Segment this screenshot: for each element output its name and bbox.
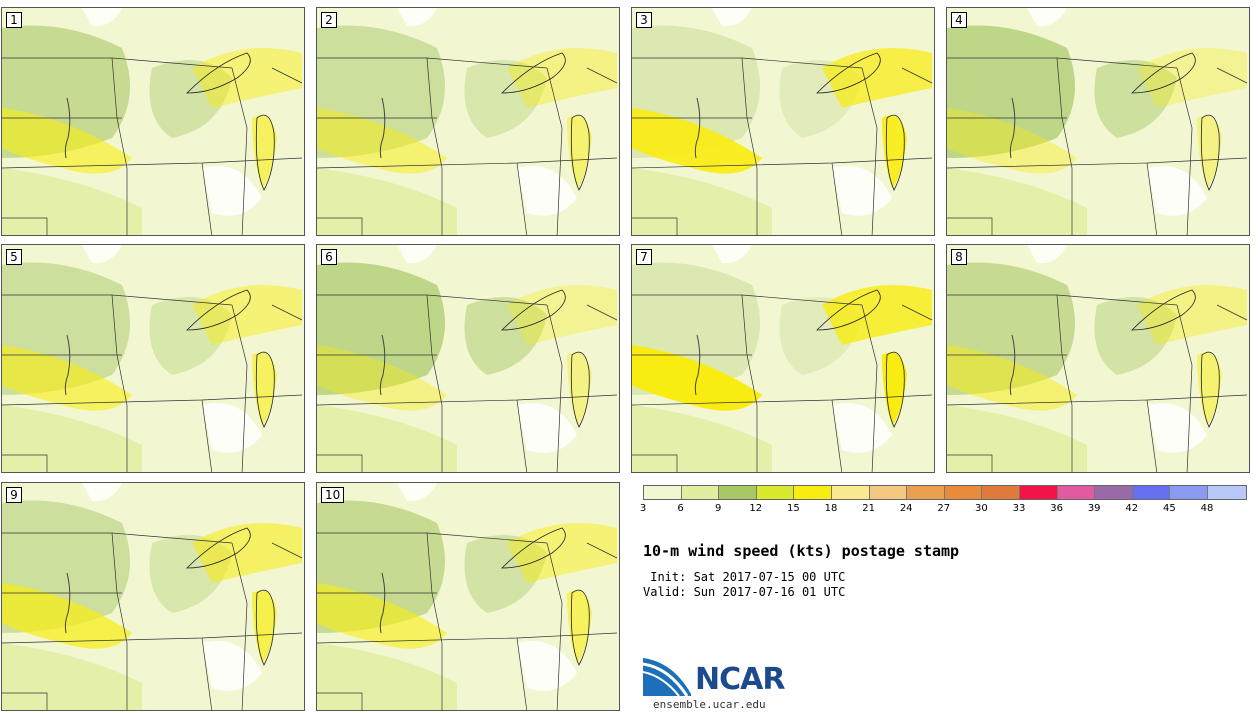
init-time: Init: Sat 2017-07-15 00 UTC (643, 570, 846, 584)
ncar-swoosh-icon (642, 658, 691, 697)
legend-swatch (644, 486, 682, 499)
ensemble-member-panel: 2 (316, 7, 620, 236)
legend-swatch (1207, 486, 1246, 499)
chart-title: 10-m wind speed (kts) postage stamp (643, 542, 960, 560)
wind-speed-map (947, 8, 1249, 235)
legend-tick: 42 (1125, 503, 1139, 514)
panel-number-label: 9 (6, 487, 22, 503)
valid-time: Valid: Sun 2017-07-16 01 UTC (643, 585, 846, 599)
legend-tick: 24 (899, 503, 913, 514)
legend-tick: 36 (1050, 503, 1063, 514)
ensemble-member-panel: 1 (1, 7, 305, 236)
legend-swatch (1057, 486, 1096, 499)
ensemble-member-panel: 8 (946, 244, 1250, 473)
wind-speed-map (317, 8, 619, 235)
wind-speed-map (947, 245, 1249, 472)
legend-tick: 39 (1087, 503, 1101, 514)
ensemble-member-panel: 9 (1, 482, 305, 711)
panel-number-label: 1 (6, 12, 22, 28)
panel-number-label: 2 (321, 12, 337, 28)
panel-number-label: 6 (321, 249, 337, 265)
legend-tick: 3 (639, 503, 647, 514)
legend-tick: 30 (975, 503, 988, 514)
color-legend: 3 6 9 12 15 18 21 24 27 30 33 36 39 42 45 48 (639, 485, 1247, 516)
ensemble-member-panel: 6 (316, 244, 620, 473)
panel-number-label: 3 (636, 12, 652, 28)
legend-swatch (794, 486, 832, 499)
logo-text: NCAR (695, 662, 785, 697)
legend-tick: 21 (862, 503, 875, 514)
legend-swatch (681, 486, 720, 499)
legend-tick: 45 (1163, 503, 1176, 514)
legend-tick: 12 (749, 503, 763, 514)
panel-number-label: 8 (951, 249, 967, 265)
legend-tick: 9 (715, 503, 722, 514)
legend-swatch (756, 486, 795, 499)
ensemble-member-panel: 5 (1, 244, 305, 473)
wind-speed-map (2, 8, 304, 235)
wind-speed-map (632, 245, 934, 472)
legend-swatch (944, 486, 983, 499)
ensemble-member-panel: 4 (946, 7, 1250, 236)
legend-color-bar (643, 485, 1247, 500)
wind-speed-map (2, 245, 304, 472)
panel-number-label: 10 (321, 487, 345, 503)
legend-swatch (1019, 486, 1058, 499)
legend-swatch (1095, 486, 1133, 499)
legend-tick: 15 (787, 503, 800, 514)
ensemble-member-panel: 10 (316, 482, 620, 711)
legend-tick-labels: 3 6 9 12 15 18 21 24 27 30 33 36 39 42 45 48 (639, 500, 1247, 516)
legend-swatch (1170, 486, 1208, 499)
legend-tick: 6 (677, 503, 684, 514)
wind-speed-map (317, 483, 619, 710)
panel-number-label: 7 (636, 249, 652, 265)
legend-swatch (982, 486, 1020, 499)
legend-swatch (869, 486, 908, 499)
legend-tick: 27 (937, 503, 951, 514)
ensemble-member-panel: 7 (631, 244, 935, 473)
legend-tick: 33 (1012, 503, 1026, 514)
site-url: ensemble.ucar.edu (653, 698, 766, 711)
wind-speed-map (317, 245, 619, 472)
wind-speed-map (632, 8, 934, 235)
legend-swatch (907, 486, 945, 499)
legend-swatch (1132, 486, 1171, 499)
ensemble-member-panel: 3 (631, 7, 935, 236)
ncar-logo: NCAR (642, 656, 785, 702)
legend-swatch (719, 486, 757, 499)
panel-number-label: 4 (951, 12, 967, 28)
wind-speed-map (2, 483, 304, 710)
panel-number-label: 5 (6, 249, 22, 265)
legend-tick: 18 (824, 503, 838, 514)
legend-tick: 48 (1200, 503, 1214, 514)
legend-swatch (831, 486, 870, 499)
